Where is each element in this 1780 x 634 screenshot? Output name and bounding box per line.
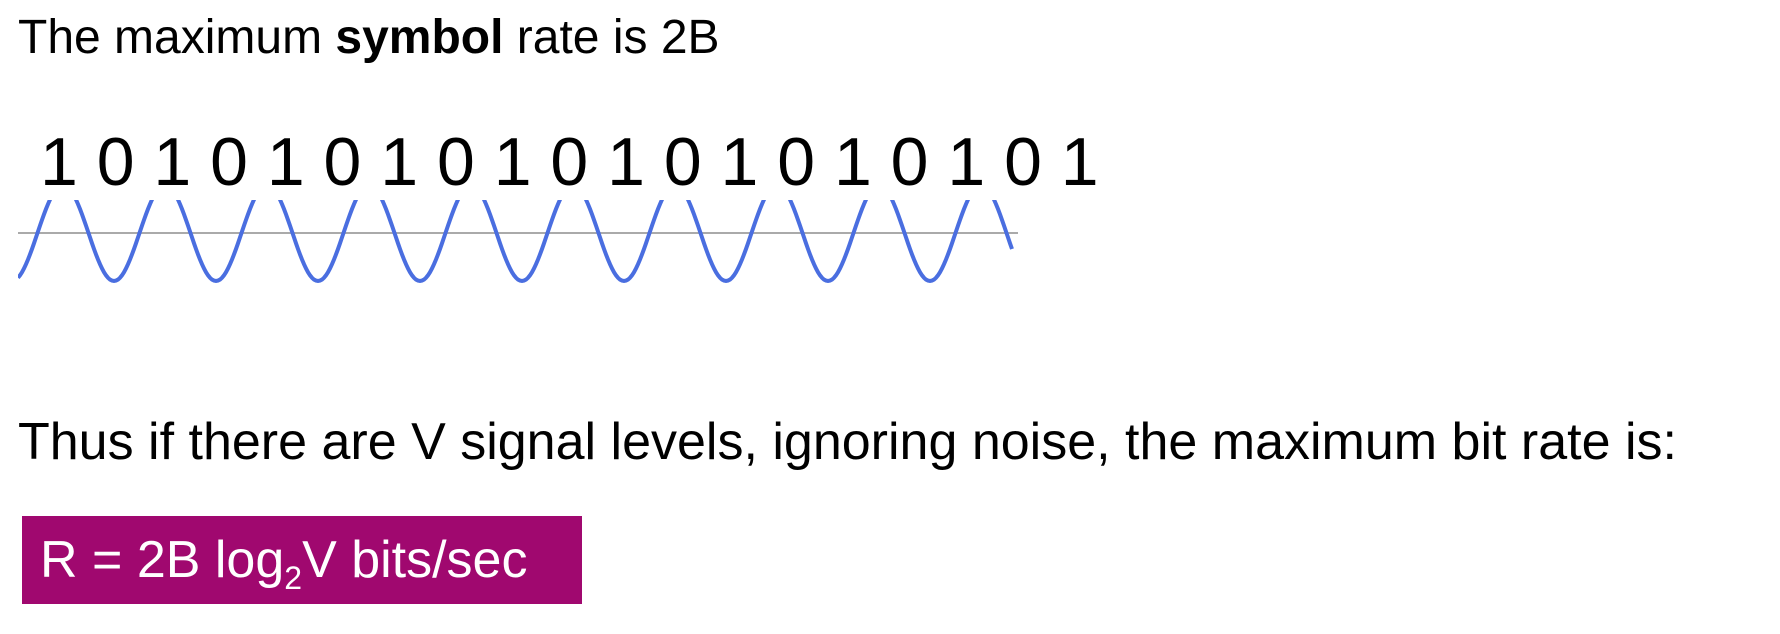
bit-sequence: 1 0 1 0 1 0 1 0 1 0 1 0 1 0 1 0 1 0 1: [40, 124, 1099, 200]
formula-tail: V bits/sec: [302, 531, 528, 589]
nyquist-formula-box: R = 2B log2V bits/sec: [22, 516, 582, 604]
heading-prefix: The maximum: [18, 11, 336, 64]
formula-log-base: 2: [284, 560, 303, 596]
sine-waveform: [18, 200, 1018, 284]
formula-main: R = 2B log: [40, 531, 285, 589]
heading-bold-word: symbol: [335, 11, 504, 64]
heading-suffix: rate is 2B: [503, 11, 720, 64]
waveform-signal: [18, 200, 1014, 284]
bit-rate-statement: Thus if there are V signal levels, ignor…: [18, 413, 1677, 471]
symbol-rate-heading: The maximum symbol rate is 2B: [18, 10, 720, 66]
